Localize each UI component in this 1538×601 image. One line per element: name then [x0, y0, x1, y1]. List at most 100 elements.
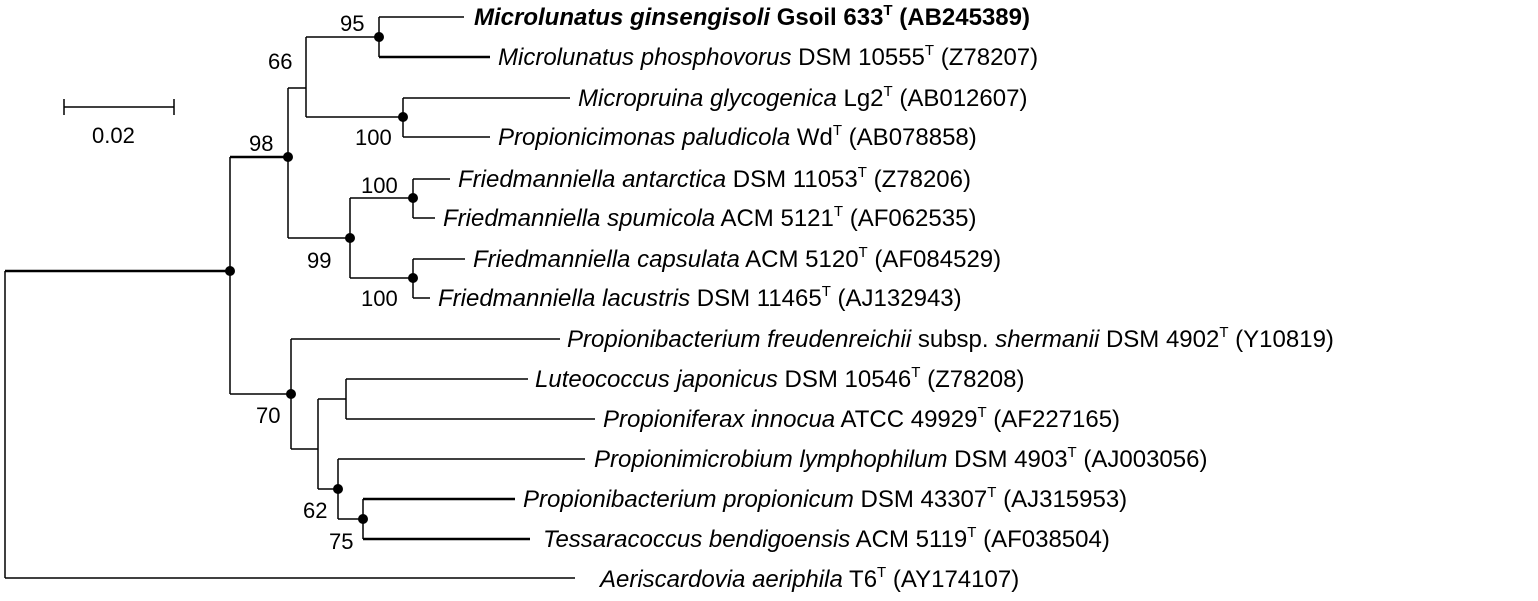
node-marker — [408, 273, 418, 283]
taxon-label: Propionibacterium freudenreichii subsp. … — [567, 324, 1334, 353]
taxon-accession: (Y10819) — [1229, 326, 1334, 353]
taxon-label: Microlunatus phosphovorus DSM 10555T (Z7… — [498, 42, 1038, 71]
scale-bar: 0.02 — [63, 99, 175, 148]
taxon-label: Friedmanniella lacustris DSM 11465T (AJ1… — [438, 283, 962, 312]
taxon-labels: Microlunatus ginsengisoli Gsoil 633T (AB… — [438, 2, 1334, 593]
taxon-strain: ACM 5119 — [850, 526, 967, 553]
taxon-accession: (AF062535) — [843, 205, 976, 232]
taxon-accession: (AF038504) — [976, 526, 1109, 553]
node-marker — [225, 266, 235, 276]
taxon-accession: (Z78207) — [934, 44, 1038, 71]
node-marker — [408, 193, 418, 203]
taxon-label: Friedmanniella spumicola ACM 5121T (AF06… — [443, 203, 976, 232]
type-strain-mark: T — [877, 564, 886, 581]
taxon-label: Microlunatus ginsengisoli Gsoil 633T (AB… — [474, 2, 1030, 31]
taxon-strain: ATCC 49929 — [835, 406, 977, 433]
taxon-label: Micropruina glycogenica Lg2T (AB012607) — [578, 83, 1027, 112]
taxon-genus: Friedmanniella capsulata — [473, 246, 740, 273]
type-strain-mark: T — [833, 122, 842, 139]
type-strain-mark: T — [883, 2, 892, 19]
tree-branches — [4, 16, 595, 579]
taxon-strain: Lg2 — [837, 85, 884, 112]
taxon-genus: Tessaracoccus bendigoensis — [543, 526, 850, 553]
taxon-strain: T6 — [843, 566, 877, 593]
taxon-label: Aeriscardovia aeriphila T6T (AY174107) — [598, 564, 1019, 593]
taxon-accession: (AF227165) — [987, 406, 1120, 433]
taxon-genus: Propionibacterium propionicum — [523, 486, 854, 513]
bootstrap-label: 70 — [256, 403, 280, 428]
bootstrap-values: 95 66 100 98 100 99 100 70 62 75 — [249, 11, 398, 554]
bootstrap-label: 100 — [361, 286, 398, 311]
taxon-strain: Wd — [790, 124, 833, 151]
taxon-genus: Aeriscardovia aeriphila — [598, 566, 843, 593]
bootstrap-label: 62 — [303, 498, 327, 523]
taxon-label: Propionibacterium propionicum DSM 43307T… — [523, 484, 1127, 513]
scale-bar-label: 0.02 — [92, 123, 135, 148]
taxon-strain: ACM 5120 — [740, 246, 859, 273]
taxon-accession: (AF084529) — [868, 246, 1001, 273]
taxon-accession: (AJ315953) — [996, 486, 1127, 513]
taxon-accession: (AB245389) — [893, 4, 1030, 31]
taxon-strain: DSM 11465 — [690, 285, 822, 312]
taxon-strain: DSM 10546 — [778, 366, 911, 393]
node-marker — [286, 389, 296, 399]
taxon-accession: (AJ003056) — [1077, 446, 1208, 473]
taxon-label: Tessaracoccus bendigoensis ACM 5119T (AF… — [543, 524, 1110, 553]
bootstrap-label: 66 — [268, 49, 292, 74]
taxon-accession: (AB078858) — [842, 124, 977, 151]
type-strain-mark: T — [884, 83, 893, 100]
taxon-label: Friedmanniella capsulata ACM 5120T (AF08… — [473, 244, 1001, 273]
taxon-accession: (AJ132943) — [831, 285, 962, 312]
node-marker — [283, 152, 293, 162]
type-strain-mark: T — [987, 484, 996, 501]
taxon-genus: Propionibacterium freudenreichii — [567, 326, 912, 353]
type-strain-mark: T — [925, 42, 934, 59]
taxon-label: Propionimicrobium lymphophilum DSM 4903T… — [594, 444, 1207, 473]
type-strain-mark: T — [967, 524, 976, 541]
taxon-accession: (Z78208) — [920, 366, 1024, 393]
taxon-label: Propionicimonas paludicola WdT (AB078858… — [498, 122, 977, 151]
node-marker — [333, 484, 343, 494]
taxon-accession: (AB012607) — [893, 85, 1028, 112]
node-marker — [358, 514, 368, 524]
taxon-label: Luteococcus japonicus DSM 10546T (Z78208… — [535, 364, 1024, 393]
taxon-accession: (Z78206) — [867, 166, 971, 193]
bootstrap-label: 99 — [307, 248, 331, 273]
taxon-genus: Friedmanniella lacustris — [438, 285, 690, 312]
bootstrap-label: 100 — [361, 173, 398, 198]
taxon-strain: DSM 4902 — [1099, 326, 1219, 353]
type-strain-mark: T — [834, 203, 843, 220]
type-strain-mark: T — [1068, 444, 1077, 461]
node-marker — [374, 32, 384, 42]
bootstrap-label: 95 — [340, 11, 364, 36]
taxon-subsp-name: shermanii — [995, 326, 1100, 353]
taxon-genus: Micropruina glycogenica — [578, 85, 837, 112]
type-strain-mark: T — [977, 404, 986, 421]
taxon-strain: ACM 5121 — [715, 205, 834, 232]
taxon-genus: Propioniferax innocua — [603, 406, 835, 433]
node-marker — [398, 112, 408, 122]
taxon-genus: Microlunatus ginsengisoli — [474, 4, 771, 31]
taxon-genus: Luteococcus japonicus — [535, 366, 778, 393]
node-markers — [225, 32, 418, 524]
bootstrap-label: 75 — [329, 529, 353, 554]
node-marker — [345, 233, 355, 243]
taxon-strain: DSM 10555 — [792, 44, 925, 71]
taxon-label: Propioniferax innocua ATCC 49929T (AF227… — [603, 404, 1120, 433]
taxon-subsp: subsp. — [911, 326, 995, 353]
type-strain-mark: T — [911, 364, 920, 381]
taxon-label: Friedmanniella antarctica DSM 11053T (Z7… — [458, 164, 971, 193]
taxon-strain: Gsoil 633 — [770, 4, 883, 31]
taxon-genus: Friedmanniella antarctica — [458, 166, 726, 193]
taxon-genus: Friedmanniella spumicola — [443, 205, 715, 232]
type-strain-mark: T — [1219, 324, 1228, 341]
bootstrap-label: 100 — [355, 125, 392, 150]
type-strain-mark: T — [859, 244, 868, 261]
taxon-genus: Microlunatus phosphovorus — [498, 44, 792, 71]
taxon-strain: DSM 4903 — [947, 446, 1067, 473]
taxon-strain: DSM 11053 — [726, 166, 858, 193]
taxon-genus: Propionicimonas paludicola — [498, 124, 790, 151]
type-strain-mark: T — [822, 283, 831, 300]
taxon-genus: Propionimicrobium lymphophilum — [594, 446, 947, 473]
